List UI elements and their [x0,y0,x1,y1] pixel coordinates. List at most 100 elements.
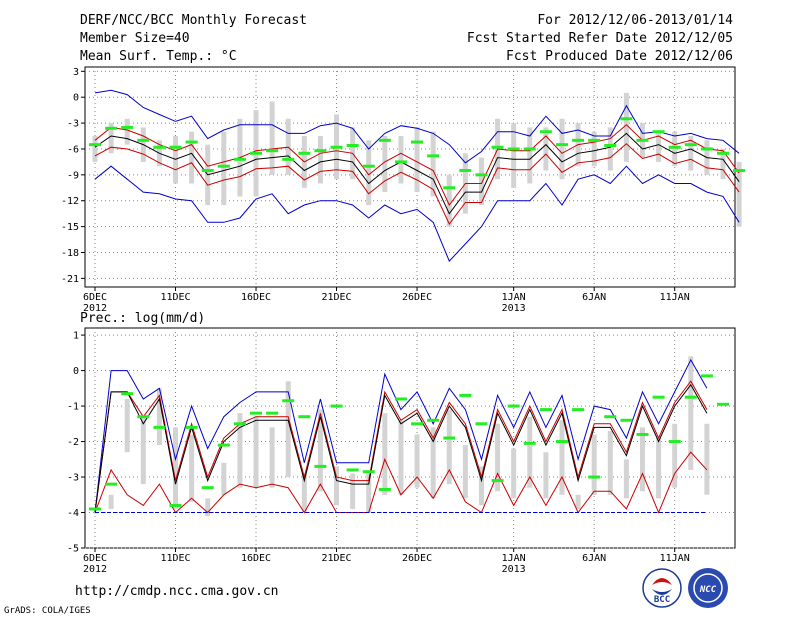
ncc-logo-inner-ring [693,573,723,603]
x-tick-label: 1JAN [502,292,526,303]
x-tick-label: 6JAN [582,292,606,303]
y-tick-label: -3 [67,119,79,130]
spread-box [591,434,597,495]
spread-box [527,127,533,184]
grads-credit: GrADS: COLA/IGES [4,606,91,616]
spread-lower-line [94,451,708,514]
y-tick-label: -4 [67,508,79,519]
y-tick-label: -18 [61,248,79,259]
y-tick-label: -9 [67,170,79,181]
spread-box [559,420,565,495]
x-tick-label: 16DEC [241,292,271,303]
x-tick-year-label: 2012 [83,564,107,575]
spread-box [382,413,388,495]
spread-box [285,381,291,478]
spread-upper-line [94,380,708,513]
spread-box [446,174,452,227]
spread-box [623,459,629,499]
y-tick-label: -6 [67,144,79,155]
spread-box [688,356,694,470]
y-tick-label: -2 [67,437,79,448]
spread-box [527,416,533,488]
spread-box [124,118,130,145]
x-tick-label: 16DEC [241,553,271,564]
spread-box [656,438,662,499]
fcst-produced-label: Fcst Produced Date 2012/12/06 [506,49,733,64]
spread-box [656,131,662,162]
x-tick-year-label: 2012 [83,303,107,314]
spread-box [124,398,130,453]
bcc-logo-swirl-red [652,578,672,585]
precip-panel-title: Prec.: log(mm/d) [80,311,205,326]
spread-box [382,136,388,193]
spread-box [688,136,694,171]
y-tick-label: 1 [73,331,79,342]
spread-box [140,416,146,485]
x-tick-label: 1JAN [502,553,526,564]
spread-box [398,136,404,184]
spread-box [495,423,501,492]
bcc-logo-ring [642,568,682,608]
spread-box [189,131,195,184]
spread-box [607,127,613,171]
x-tick-label: 6DEC [83,553,107,564]
bcc-logo-text: BCC [654,595,670,605]
spread-box [269,427,275,488]
member-size-label: Member Size=40 [80,31,190,46]
plot-frame [84,327,736,549]
spread-box [398,420,404,495]
bcc-logo-swirl-blue [652,589,672,595]
spread-box [108,123,114,154]
spread-box [430,427,436,499]
spread-box [736,161,742,227]
spread-box [189,434,195,502]
x-tick-label: 6DEC [83,292,107,303]
ensemble-max-line [94,358,708,513]
spread-box [672,131,678,167]
spread-box [543,127,549,171]
spread-box [366,140,372,206]
spread-box [446,409,452,485]
spread-box [221,462,227,495]
spread-box [478,157,484,206]
spread-box [575,494,581,509]
x-tick-year-label: 2013 [502,303,526,314]
spread-box [253,416,259,488]
spread-box [92,136,98,162]
x-tick-label: 11JAN [660,553,690,564]
spread-box [543,452,549,499]
spread-box [366,473,372,513]
spread-box [317,409,323,492]
y-tick-label: 3 [73,67,79,78]
spread-box [623,92,629,162]
spread-box [591,131,597,167]
ensemble-min-line [94,165,740,263]
x-tick-label: 11JAN [660,292,690,303]
spread-box [607,430,613,495]
spread-box [156,388,162,446]
x-tick-label: 11DEC [160,292,190,303]
spread-box [350,473,356,509]
spread-box [237,413,243,488]
x-tick-label: 21DEC [321,553,351,564]
spread-box [511,448,517,499]
y-tick-label: -15 [61,222,79,233]
x-tick-label: 6JAN [582,553,606,564]
source-url[interactable]: http://cmdp.ncc.cma.gov.cn [75,584,279,599]
spread-box [205,498,211,517]
x-tick-label: 11DEC [160,553,190,564]
spread-box [414,127,420,193]
spread-box [462,445,468,499]
y-tick-label: -12 [61,196,79,207]
x-tick-label: 26DEC [402,292,432,303]
ensemble-mean-line [94,132,740,215]
x-tick-label: 26DEC [402,553,432,564]
y-tick-label: -21 [61,274,79,285]
spread-box [269,101,275,175]
spread-box [414,434,420,488]
spread-box [221,131,227,206]
